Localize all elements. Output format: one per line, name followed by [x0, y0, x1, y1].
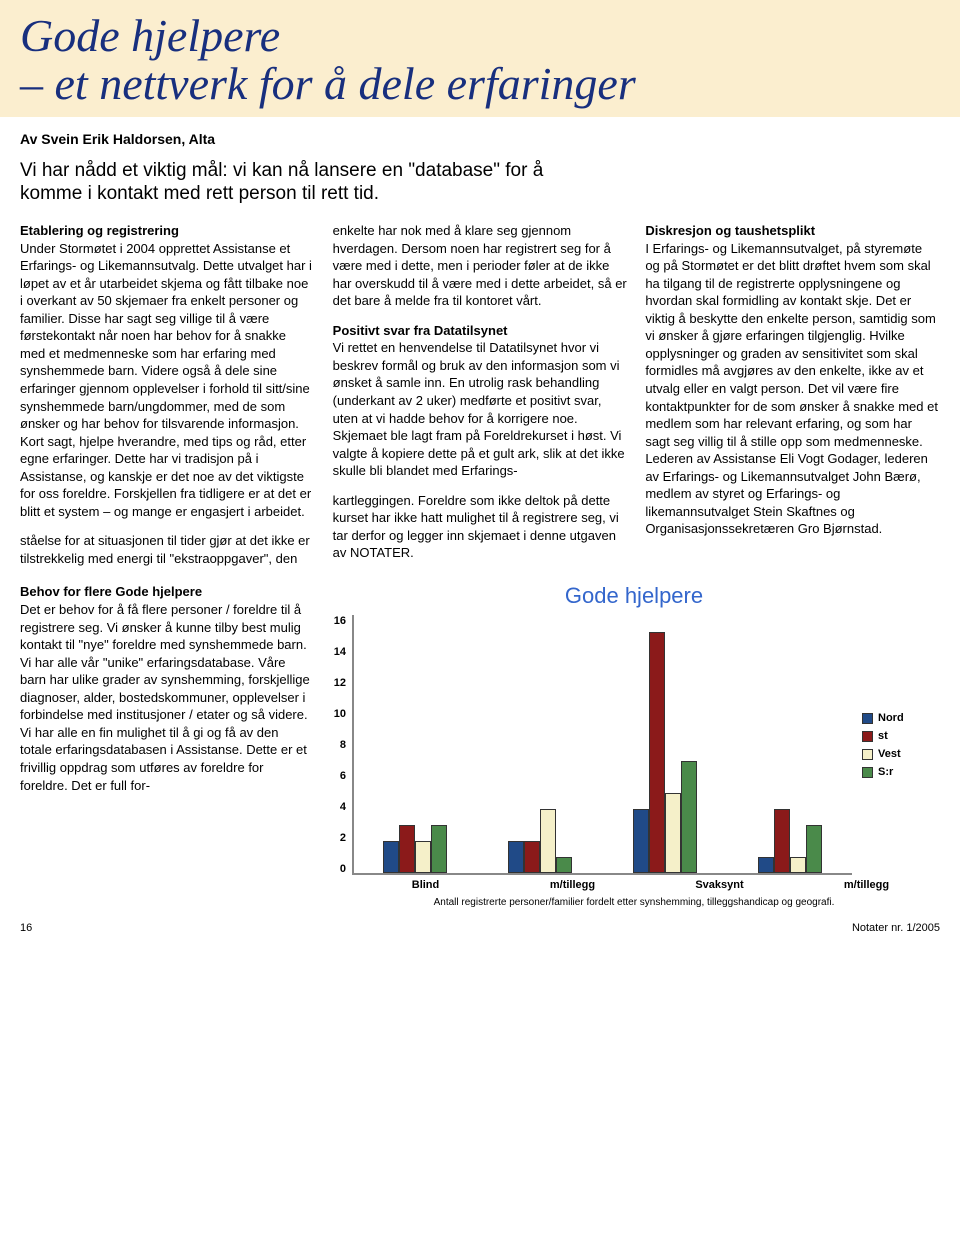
bottom-head: Behov for flere Gode hjelpere — [20, 583, 310, 601]
bar — [540, 809, 556, 874]
x-tick-label: m/tillegg — [499, 875, 646, 891]
bar — [681, 761, 697, 874]
y-tick-label: 6 — [340, 770, 346, 782]
legend-label: Nord — [878, 712, 904, 724]
bar — [806, 825, 822, 873]
legend-swatch — [862, 749, 873, 760]
body-columns: Etablering og registrering Under Stormøt… — [20, 222, 940, 567]
legend-item: st — [862, 730, 940, 742]
intro-paragraph: Vi har nådd et viktig mål: vi kan nå lan… — [20, 159, 554, 207]
legend-item: S:r — [862, 766, 940, 778]
section-2-continued: kartleggingen. Foreldre som ikke deltok … — [333, 492, 628, 562]
section-1-body: Under Stormøtet i 2004 opprettet Assista… — [20, 241, 312, 519]
chart-legend: Nord st Vest S:r — [862, 615, 940, 875]
bar — [508, 841, 524, 873]
legend-label: st — [878, 730, 888, 742]
bottom-body: Det er behov for å få flere personer / f… — [20, 602, 310, 792]
legend-swatch — [862, 713, 873, 724]
chart-caption: Antall registrerte personer/familier for… — [328, 897, 940, 908]
y-tick-label: 14 — [334, 646, 346, 658]
x-tick-label: Blind — [352, 875, 499, 891]
section-2-head: Positivt svar fra Datatilsynet — [333, 322, 628, 340]
y-tick-label: 8 — [340, 739, 346, 751]
bar-group — [352, 615, 477, 873]
article-header: Gode hjelpere – et nettverk for å dele e… — [0, 0, 960, 117]
section-3-body: I Erfarings- og Likemannsutvalget, på st… — [645, 241, 938, 537]
bar — [431, 825, 447, 873]
chart-title: Gode hjelpere — [328, 583, 940, 609]
bottom-row: Behov for flere Gode hjelpere Det er beh… — [0, 573, 960, 914]
y-tick-label: 0 — [340, 863, 346, 875]
y-tick-label: 4 — [340, 801, 346, 813]
x-tick-label: Svaksynt — [646, 875, 793, 891]
chart-x-labels: Blindm/tilleggSvaksyntm/tillegg — [328, 875, 940, 891]
page-number: 16 — [20, 922, 32, 934]
section-2: Positivt svar fra Datatilsynet Vi rettet… — [333, 322, 628, 480]
legend-item: Nord — [862, 712, 940, 724]
bar — [383, 841, 399, 873]
x-tick-label: m/tillegg — [793, 875, 940, 891]
section-2-body: Vi rettet en henvendelse til Datatilsyne… — [333, 340, 625, 478]
bar-group — [477, 615, 602, 873]
bar — [633, 809, 649, 874]
bar-group — [727, 615, 852, 873]
bar-group — [602, 615, 727, 873]
bar — [524, 841, 540, 873]
section-1-head: Etablering og registrering — [20, 222, 315, 240]
bar — [665, 793, 681, 874]
y-tick-label: 2 — [340, 832, 346, 844]
bar — [774, 809, 790, 874]
legend-item: Vest — [862, 748, 940, 760]
bar — [556, 857, 572, 873]
y-tick-label: 16 — [334, 615, 346, 627]
y-tick-label: 12 — [334, 677, 346, 689]
page-footer: 16 Notater nr. 1/2005 — [0, 914, 960, 944]
legend-label: Vest — [878, 748, 901, 760]
bar — [415, 841, 431, 873]
chart-plot-row: 16 14 12 10 8 6 4 2 0 Nord st Vest S:r — [328, 615, 940, 875]
bottom-text: Behov for flere Gode hjelpere Det er beh… — [20, 583, 310, 794]
title-line-1: Gode hjelpere — [20, 12, 940, 60]
bar — [399, 825, 415, 873]
issue-label: Notater nr. 1/2005 — [852, 922, 940, 934]
section-3-head: Diskresjon og taushetsplikt — [645, 222, 940, 240]
chart-y-axis-line — [352, 615, 354, 873]
section-3: Diskresjon og taushetsplikt I Erfarings-… — [645, 222, 940, 538]
chart-plot-area — [352, 615, 852, 875]
bar — [758, 857, 774, 873]
byline: Av Svein Erik Haldorsen, Alta — [20, 131, 940, 147]
section-1: Etablering og registrering Under Stormøt… — [20, 222, 315, 520]
chart: Gode hjelpere 16 14 12 10 8 6 4 2 0 Nord st Vest S:… — [328, 583, 940, 908]
y-tick-label: 10 — [334, 708, 346, 720]
legend-swatch — [862, 767, 873, 778]
bar — [790, 857, 806, 873]
article-body: Av Svein Erik Haldorsen, Alta Vi har nåd… — [0, 117, 960, 574]
legend-label: S:r — [878, 766, 893, 778]
title-line-2: – et nettverk for å dele erfaringer — [20, 60, 940, 108]
bar — [649, 632, 665, 874]
chart-y-axis: 16 14 12 10 8 6 4 2 0 — [328, 615, 352, 875]
legend-swatch — [862, 731, 873, 742]
